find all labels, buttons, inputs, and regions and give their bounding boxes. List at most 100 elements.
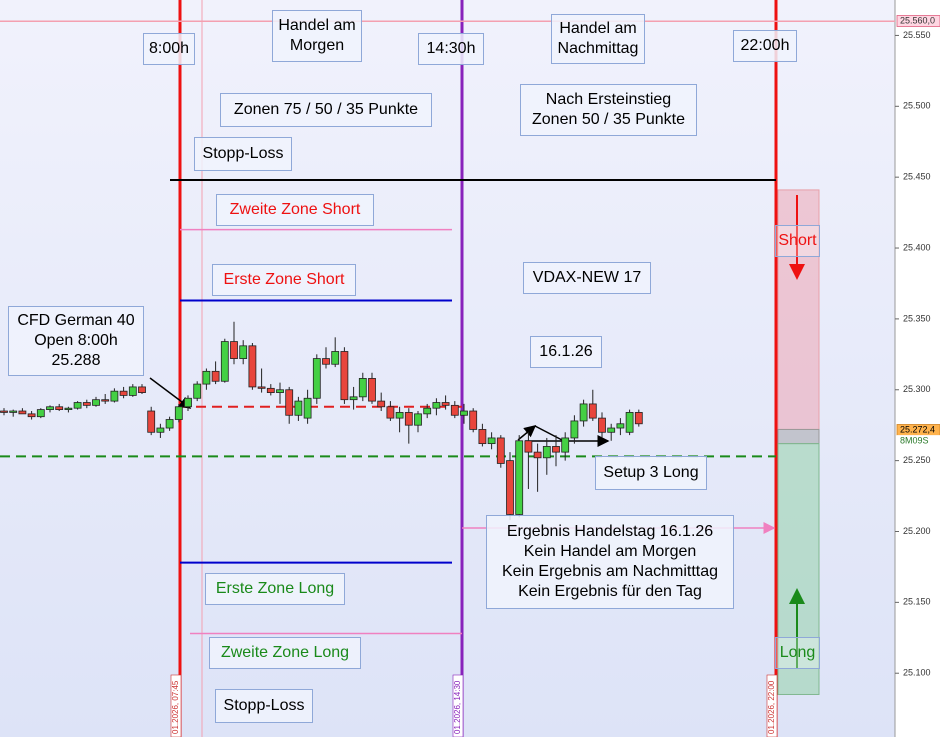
candle-body [73, 402, 82, 409]
candle-body [211, 370, 220, 382]
candle-body [156, 427, 165, 433]
candle-body [358, 378, 367, 398]
candle-body [533, 451, 542, 459]
annotation: Zweite Zone Short [216, 194, 374, 226]
y-tick-label: 25.350 [903, 313, 931, 323]
candle-body [276, 389, 284, 393]
time-label-box [452, 674, 464, 737]
candle-body [193, 383, 202, 399]
candle-body [174, 406, 183, 420]
candle-body [64, 407, 73, 411]
candle-body [386, 406, 395, 419]
annotation-line: 8:00h [148, 40, 190, 57]
candle-body [202, 370, 211, 385]
candle-body [625, 412, 634, 433]
candle-body [441, 402, 450, 406]
annotation: Ergebnis Handelstag 16.1.26 Kein Handel a… [486, 515, 734, 609]
annotation-line: Setup 3 Long [603, 464, 699, 481]
price-tag [896, 435, 940, 447]
annotation-line: Erste Zone Short [223, 271, 345, 288]
y-tick-label: 25.100 [903, 668, 931, 678]
annotation: Zweite Zone Long [209, 637, 361, 669]
candle-body [496, 437, 505, 464]
candle-body [515, 440, 524, 515]
axis-background [895, 0, 940, 737]
position-zone [777, 189, 820, 430]
candle-body [487, 437, 496, 445]
annotation-line: Kein Ergebnis für den Tag [518, 583, 702, 600]
candle-body [266, 387, 275, 393]
candle-body [588, 403, 597, 419]
candle-body [478, 429, 487, 445]
annotation-line: Ergebnis Handelstag 16.1.26 [506, 523, 714, 540]
time-label: 01.2026, 07:45 [170, 674, 182, 737]
time-label-text: 01.2026, 14:30 [453, 680, 462, 734]
annotation: 22:00h [733, 30, 797, 62]
annotation-line: 22:00h [740, 37, 790, 54]
candle-body [331, 351, 340, 365]
y-tick-label: 25.150 [903, 597, 931, 607]
annotation-line: Handel am [278, 17, 356, 34]
annotation-line: Zonen 75 / 50 / 35 Punkte [233, 101, 419, 118]
annotation-line: Erste Zone Long [215, 580, 335, 597]
candle-body [570, 420, 579, 439]
candle-body [450, 404, 459, 416]
annotation-line: 25.288 [51, 352, 101, 369]
annotation-line: Zweite Zone Short [229, 201, 361, 218]
candle-body [46, 406, 54, 411]
candle-body [18, 410, 27, 415]
candle-body [119, 390, 128, 396]
annotation: Nach Ersteinstieg Zonen 50 / 35 Punkte [520, 84, 697, 136]
candle-body [423, 407, 432, 415]
y-tick-label: 25.200 [903, 526, 931, 536]
position-zone [777, 443, 820, 695]
candle-body [506, 460, 514, 515]
zone-label: Long [775, 637, 820, 669]
annotation-line: Morgen [289, 37, 345, 54]
time-label-text: 01.2026, 22:00 [767, 680, 776, 734]
candle-body [303, 397, 312, 419]
candle-body [432, 402, 441, 409]
annotation: Erste Zone Short [212, 264, 356, 296]
candle-body [9, 410, 18, 413]
annotation: Stopp-Loss [194, 137, 292, 171]
y-tick-label: 25.550 [903, 30, 931, 40]
annotation: CFD German 40 Open 8:00h 25.288 [8, 306, 144, 376]
annotation: Handel am Nachmittag [551, 14, 645, 64]
candle-body [55, 406, 64, 411]
candle-body [561, 437, 570, 453]
annotation: Stopp-Loss [215, 689, 313, 723]
candle-body [220, 341, 229, 382]
candle-body [395, 412, 404, 419]
candle-body [542, 446, 551, 459]
candle-body [460, 410, 468, 416]
annotation: Setup 3 Long [595, 456, 707, 490]
price-tag [896, 15, 940, 27]
candle-body [579, 403, 588, 422]
time-label-text: 01.2026, 07:45 [171, 680, 180, 734]
candle-body [0, 410, 8, 413]
annotation-line: Handel am [559, 20, 637, 37]
annotation: 8:00h [143, 33, 195, 65]
candle-body [285, 389, 294, 416]
annotation-line: Zonen 50 / 35 Punkte [532, 111, 685, 128]
candle-body [469, 410, 478, 430]
annotation-line: Stopp-Loss [202, 145, 284, 162]
annotation: Zonen 75 / 50 / 35 Punkte [220, 93, 432, 127]
annotation-line: 14:30h [426, 40, 476, 57]
arrow [517, 425, 537, 441]
candle-body [349, 396, 358, 401]
annotation: 16.1.26 [530, 336, 602, 368]
candle-body [414, 413, 422, 426]
price-tag-text: 8M09S [900, 435, 929, 445]
annotation: VDAX-NEW 17 [523, 262, 651, 294]
y-tick-label: 25.300 [903, 384, 931, 394]
zone-label: Short [775, 225, 820, 257]
candle-body [616, 423, 625, 429]
candle-body [368, 378, 376, 402]
annotation-line: 16.1.26 [539, 343, 593, 360]
position-zone [777, 428, 820, 445]
arrow [534, 425, 563, 441]
